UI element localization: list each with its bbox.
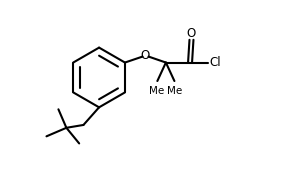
Text: Cl: Cl bbox=[209, 56, 221, 69]
Text: Me: Me bbox=[167, 86, 182, 96]
Text: Me: Me bbox=[149, 86, 164, 96]
Text: O: O bbox=[141, 49, 150, 62]
Text: O: O bbox=[187, 27, 196, 40]
